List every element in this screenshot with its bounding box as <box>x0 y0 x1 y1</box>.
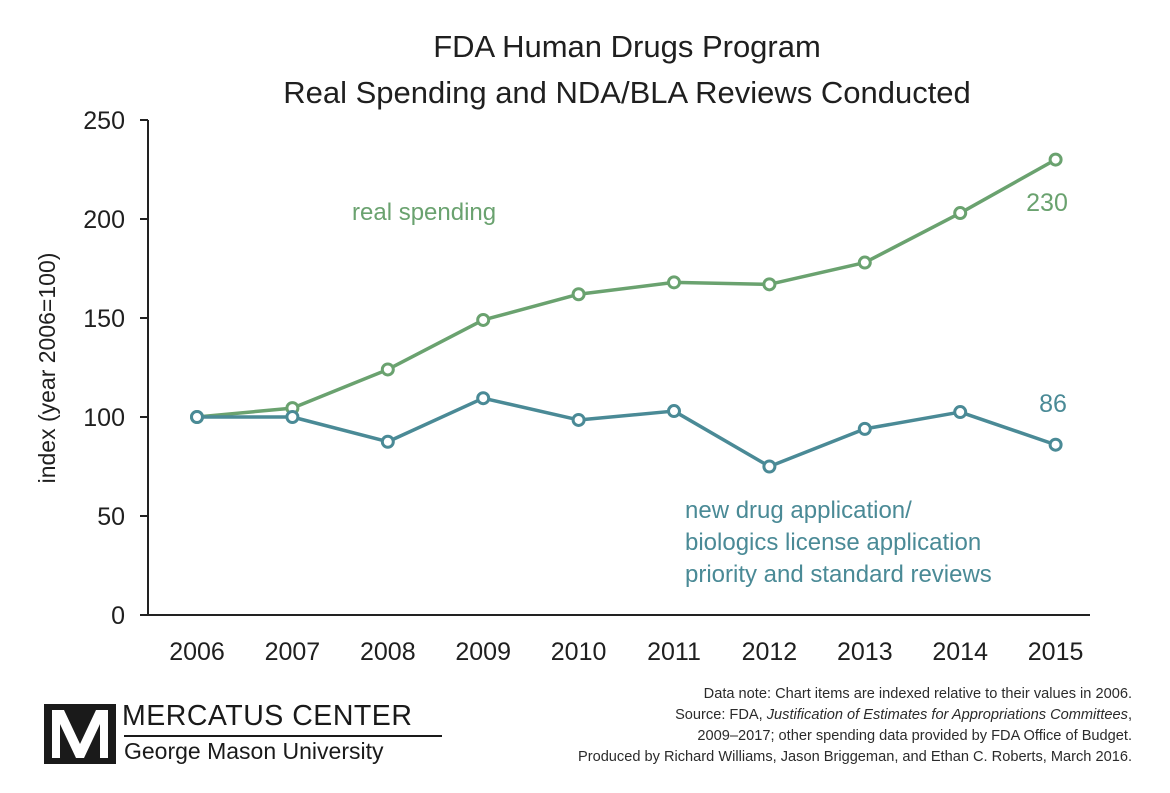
series-0-label: real spending <box>352 199 496 226</box>
series-annotations: real spending 230 new drug application/bio… <box>352 189 1068 588</box>
note-source-prefix: Source: FDA, <box>675 707 767 723</box>
x-tick-label: 2015 <box>1028 638 1084 666</box>
y-tick-label: 150 <box>83 305 125 333</box>
series-1-point <box>857 421 872 436</box>
series-0-point <box>762 277 777 292</box>
y-tick-label: 250 <box>83 107 125 135</box>
x-tick-label: 2014 <box>932 638 988 666</box>
logo-university-name: George Mason University <box>124 738 384 764</box>
series-1-point <box>762 459 777 474</box>
logo-divider <box>124 735 442 737</box>
x-tick-label: 2012 <box>742 638 798 666</box>
y-tick-label: 50 <box>97 503 125 531</box>
x-tick-label: 2010 <box>551 638 607 666</box>
y-axis-label: index (year 2006=100) <box>34 253 60 484</box>
x-tick-label: 2006 <box>169 638 225 666</box>
series-group <box>190 152 1063 474</box>
series-1-point <box>285 410 300 424</box>
series-1-label: priority and standard reviews <box>685 561 992 588</box>
series-1-point <box>476 391 491 406</box>
series-1-point <box>571 412 586 427</box>
series-line-0 <box>196 158 1057 419</box>
note-line-1: Data note: Chart items are indexed relat… <box>703 686 1132 702</box>
series-0-point <box>857 255 872 270</box>
series-line-1 <box>197 396 1057 469</box>
x-tick-label: 2007 <box>265 638 321 666</box>
note-line-4: Produced by Richard Williams, Jason Brig… <box>577 749 1132 765</box>
y-tick-label: 100 <box>83 404 125 432</box>
mercatus-m-logo-icon <box>44 704 116 764</box>
axes <box>147 120 1090 616</box>
chart-title-line-1: FDA Human Drugs Program <box>433 29 821 64</box>
note-source-suffix: , <box>1127 707 1132 723</box>
y-tick-labels: 0 50 100 150 200 250 <box>83 107 148 630</box>
series-0-point <box>380 362 395 377</box>
x-tick-label: 2011 <box>647 638 701 666</box>
series-1-point <box>1048 437 1063 452</box>
series-1-point <box>380 434 395 449</box>
series-1-point <box>953 405 968 420</box>
chart: FDA Human Drugs Program Real Spending an… <box>34 29 1090 666</box>
y-tick-label: 200 <box>83 206 125 234</box>
series-0-point <box>571 287 586 302</box>
note-line-2: Source: FDA, Justification of Estimates … <box>432 705 1132 726</box>
series-1-label: biologics license application <box>685 529 981 556</box>
series-1-point <box>667 404 681 419</box>
x-tick-label: 2013 <box>837 638 893 666</box>
data-notes: Data note: Chart items are indexed relat… <box>432 684 1132 768</box>
series-1-point <box>190 410 204 424</box>
series-0-point <box>953 206 968 221</box>
x-tick-label: 2008 <box>360 638 416 666</box>
chart-title-line-2: Real Spending and NDA/BLA Reviews Conduc… <box>283 75 971 110</box>
y-tick-label: 0 <box>111 602 125 630</box>
series-0-point <box>476 312 491 327</box>
note-line-3: 2009–2017; other spending data provided … <box>697 728 1132 744</box>
note-source-title: Justification of Estimates for Appropria… <box>766 707 1128 723</box>
logo-org-name: MERCATUS CENTER <box>122 700 413 732</box>
mercatus-logo: MERCATUS CENTER George Mason University <box>44 700 444 766</box>
series-1-label: new drug application/ <box>685 497 912 524</box>
x-tick-labels: 2006 2007 2008 2009 2010 2011 2012 2013 2014 2015 <box>169 638 1083 666</box>
series-0-point <box>667 275 681 290</box>
series-0-end-label: 230 <box>1026 189 1068 217</box>
series-0-point <box>1048 152 1063 167</box>
series-1-end-label: 86 <box>1039 390 1067 418</box>
x-tick-label: 2009 <box>455 638 511 666</box>
